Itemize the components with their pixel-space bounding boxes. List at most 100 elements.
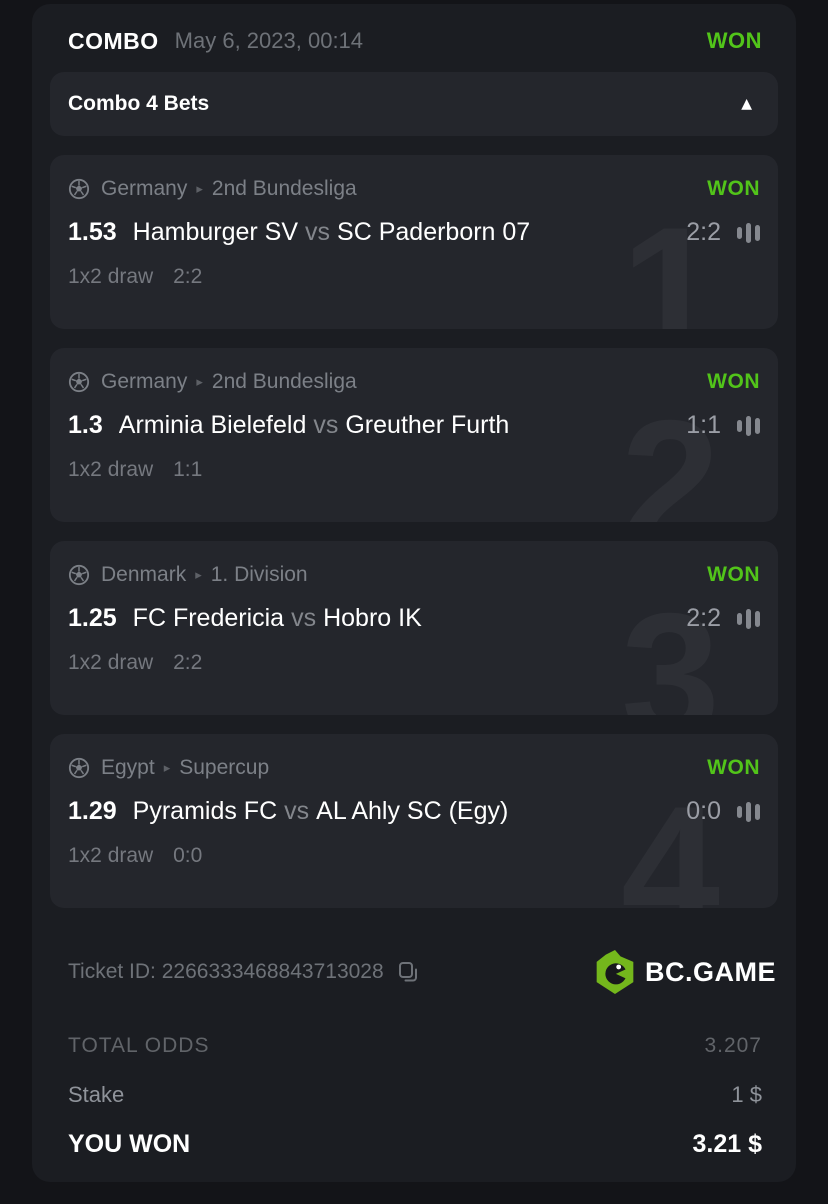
bet-match-row: 1.53 Hamburger SV vs SC Paderborn 07 2:2 [68, 218, 760, 247]
market-result: 0:0 [173, 844, 203, 867]
bcgame-logo-icon [596, 950, 634, 994]
bet-market-row: 1x2 draw 0:0 [68, 844, 760, 868]
bet-match-row: 1.25 FC Fredericia vs Hobro IK 2:2 [68, 604, 760, 633]
you-won-value: 3.21 $ [692, 1130, 762, 1158]
market-label: 1x2 draw [68, 458, 154, 481]
league-breadcrumb: Denmark ▸ 1. Division [101, 563, 308, 587]
match-score: 2:2 [686, 218, 721, 246]
match-name: Arminia Bielefeld vs Greuther Furth [119, 411, 674, 440]
team1-label: Arminia Bielefeld [118, 411, 307, 439]
bet-match-row: 1.3 Arminia Bielefeld vs Greuther Furth 1:… [68, 411, 760, 440]
league-breadcrumb: Egypt ▸ Supercup [101, 756, 269, 780]
bet-league-row: Egypt ▸ Supercup WON [68, 734, 760, 780]
match-score: 0:0 [686, 797, 721, 825]
odds-value: 1.29 [68, 797, 117, 825]
league-label: Supercup [179, 756, 270, 779]
bet-league-row: Germany ▸ 2nd Bundesliga WON [68, 348, 760, 394]
bet-market-row: 1x2 draw 2:2 [68, 265, 760, 289]
stake-row: Stake 1 $ [68, 1082, 762, 1108]
total-odds-label: TOTAL ODDS [68, 1034, 210, 1057]
soccer-ball-icon [68, 564, 90, 586]
ticket-row: Ticket ID: 2266333468843713028 BC.GAME [50, 946, 778, 998]
chevron-right-icon: ▸ [196, 181, 203, 197]
bet-card-1: 1 Germany ▸ 2nd Bundesliga WON 1.53 H [50, 155, 778, 329]
slip-status-badge: WON [706, 28, 762, 53]
combo-bets-label: Combo 4 Bets [68, 92, 210, 115]
bar-chart-icon[interactable] [737, 608, 760, 629]
team1-label: Pyramids FC [132, 797, 278, 825]
bet-status-badge: WON [707, 563, 760, 586]
chevron-right-icon: ▸ [195, 567, 202, 583]
chevron-right-icon: ▸ [163, 760, 171, 776]
bet-date: May 6, 2023, 00:14 [174, 28, 364, 53]
bar-chart-icon[interactable] [737, 415, 760, 436]
bar-chart-icon[interactable] [737, 222, 760, 243]
ticket-id-text: Ticket ID: 2266333468843713028 [68, 960, 384, 984]
bet-card-3: 3 Denmark ▸ 1. Division WON 1.25 FC F [50, 541, 778, 715]
bet-type-label: COMBO [68, 27, 159, 54]
bcgame-logo: BC.GAME [593, 949, 776, 995]
market-result: 2:2 [173, 265, 203, 288]
bet-league-row: Germany ▸ 2nd Bundesliga WON [68, 155, 760, 201]
match-name: Hamburger SV vs SC Paderborn 07 [133, 218, 675, 247]
league-label: 2nd Bundesliga [211, 370, 357, 393]
total-odds-value: 3.207 [704, 1034, 762, 1057]
team2-label: Greuther Furth [345, 411, 510, 439]
bet-market-row: 1x2 draw 1:1 [68, 458, 760, 482]
bet-card-4: 4 Egypt ▸ Supercup WON 1.29 Pyramids [50, 734, 778, 908]
team1-label: FC Fredericia [132, 604, 285, 632]
market-result: 1:1 [173, 458, 203, 481]
vs-label: vs [291, 604, 317, 632]
totals-section: TOTAL ODDS 3.207 Stake 1 $ YOU WON 3.21 … [50, 1034, 778, 1159]
market-label: 1x2 draw [68, 265, 154, 288]
bet-match-row: 1.29 Pyramids FC vs AL Ahly SC (Egy) 0:0 [68, 797, 760, 826]
bar-chart-icon[interactable] [737, 801, 760, 822]
soccer-ball-icon [68, 757, 90, 779]
vs-label: vs [313, 411, 339, 439]
match-name: FC Fredericia vs Hobro IK [133, 604, 675, 633]
slip-header: COMBO May 6, 2023, 00:14 WON [50, 20, 778, 62]
brand-name: BC.GAME [645, 956, 776, 987]
bet-league-row: Denmark ▸ 1. Division WON [68, 541, 760, 587]
market-label: 1x2 draw [68, 651, 154, 674]
ticket-id-label: Ticket ID: [68, 960, 156, 983]
odds-value: 1.25 [68, 604, 117, 632]
vs-label: vs [284, 797, 310, 825]
market-label: 1x2 draw [68, 844, 154, 867]
country-label: Egypt [101, 756, 155, 779]
bet-slip-panel: COMBO May 6, 2023, 00:14 WON Combo 4 Bet… [32, 4, 796, 1182]
odds-value: 1.53 [68, 218, 117, 246]
country-label: Germany [101, 370, 188, 393]
chevron-right-icon: ▸ [196, 374, 203, 390]
combo-bets-toggle[interactable]: Combo 4 Bets ▲ [50, 72, 778, 136]
stake-label: Stake [68, 1082, 125, 1107]
match-score: 2:2 [686, 604, 721, 632]
market-result: 2:2 [173, 651, 203, 674]
team1-label: Hamburger SV [132, 218, 299, 246]
bet-card-2: 2 Germany ▸ 2nd Bundesliga WON 1.3 Ar [50, 348, 778, 522]
match-score: 1:1 [686, 411, 721, 439]
vs-label: vs [305, 218, 331, 246]
you-won-label: YOU WON [68, 1130, 191, 1158]
team2-label: SC Paderborn 07 [337, 218, 531, 246]
bet-status-badge: WON [707, 177, 760, 200]
team2-label: Hobro IK [323, 604, 422, 632]
country-label: Germany [101, 177, 188, 200]
total-odds-row: TOTAL ODDS 3.207 [68, 1034, 762, 1058]
bet-market-row: 1x2 draw 2:2 [68, 651, 760, 675]
country-label: Denmark [101, 563, 187, 586]
league-breadcrumb: Germany ▸ 2nd Bundesliga [101, 370, 357, 394]
copy-icon[interactable] [396, 960, 420, 984]
league-label: 2nd Bundesliga [211, 177, 357, 200]
triangle-up-icon[interactable]: ▲ [741, 96, 752, 112]
league-label: 1. Division [210, 563, 308, 586]
soccer-ball-icon [68, 371, 90, 393]
team2-label: AL Ahly SC (Egy) [316, 797, 509, 825]
stake-value: 1 $ [731, 1082, 762, 1107]
bet-status-badge: WON [707, 370, 760, 393]
soccer-ball-icon [68, 178, 90, 200]
league-breadcrumb: Germany ▸ 2nd Bundesliga [101, 177, 357, 201]
match-name: Pyramids FC vs AL Ahly SC (Egy) [133, 797, 675, 826]
you-won-row: YOU WON 3.21 $ [68, 1130, 762, 1159]
bet-status-badge: WON [707, 756, 760, 779]
